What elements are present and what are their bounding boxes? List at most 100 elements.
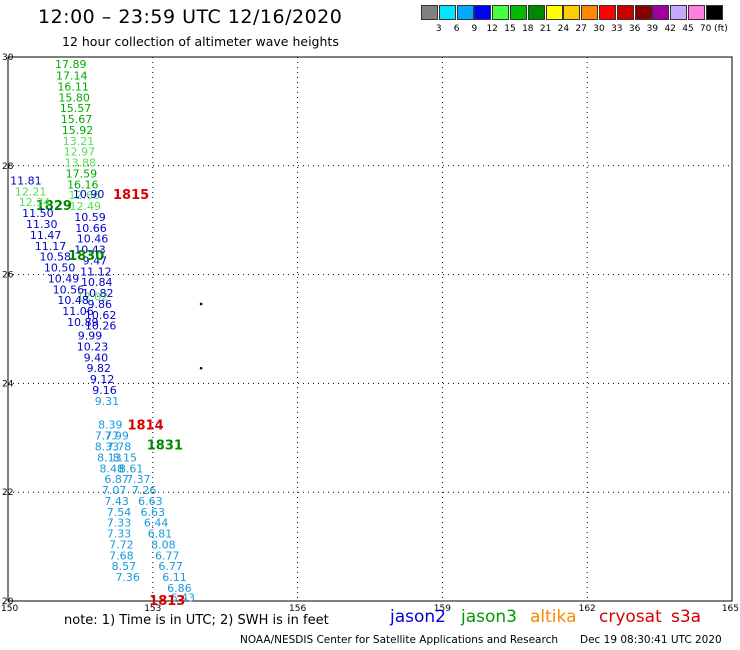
scale-label: 33 [611,24,623,34]
wave-height-value: 11.81 [10,174,42,187]
scale-swatch [670,5,688,20]
scale-swatch [634,5,652,20]
scale-label: 24 [557,24,570,34]
wave-height-value: 7.72 [109,538,134,551]
scale-swatch [421,5,438,20]
x-tick-label: 153 [144,604,161,614]
wave-height-value: 17.89 [55,58,87,71]
wave-height-value: 9.31 [95,395,120,408]
track-1815: 10.9010.5910.6610.4610.439.4711.1210.841… [73,188,149,333]
page-title: 12:00 – 23:59 UTC 12/16/2020 [38,6,343,28]
scale-label: 9 [471,24,478,34]
wave-height-value: 9.47 [83,254,108,267]
wave-height-value: 10.49 [48,272,80,285]
wave-height-value: 10.43 [74,244,106,257]
wave-height-value: 15.67 [61,113,93,126]
wave-height-value: 12.97 [64,146,96,159]
altimeter-tracks: 17.8917.1416.1115.8015.5715.6715.9213.21… [10,58,203,609]
wave-height-value: 8.08 [151,538,176,551]
scale-label: 27 [575,24,587,34]
scale-swatch [492,5,510,20]
scale-swatch [438,5,456,20]
wave-height-value: 6.63 [138,495,163,508]
wave-height-value: 10.58 [40,251,72,264]
scale-swatch [510,5,527,20]
axis-ticks: 150 153 156 159 162 165 30 28 26 24 22 20 [1,53,739,614]
wave-height-value: 13.88 [65,157,97,170]
wave-height-value: 6.44 [144,517,169,530]
wave-height-value: 10.62 [85,309,117,322]
wave-height-value: 8.13 [97,451,122,464]
wave-height-value: 10.82 [82,287,114,300]
scale-label: 21 [539,24,552,34]
scale-label: 45 [682,24,694,34]
legend-jason2: jason2 [390,607,446,627]
x-tick-label: 156 [289,604,306,614]
map-frame [7,56,733,602]
scale-label: 15 [504,24,516,34]
wave-height-value: 12.34 [19,196,51,209]
wave-height-value: 16.16 [67,178,99,191]
scale-swatch [527,5,545,20]
wave-height-value: 12.21 [15,185,47,198]
wave-height-value: 10.66 [75,222,107,235]
y-tick-label: 20 [2,597,14,607]
x-tick-label: 150 [1,604,18,614]
pass-time-label: 1813 [149,594,185,609]
scale-swatch [545,5,563,20]
pass-time-label: 1814 [127,419,163,434]
scale-swatch [688,5,705,20]
legend-altika: altika [530,607,577,627]
wave-height-value: 10.56 [53,283,85,296]
scale-swatch [456,5,474,20]
wave-height-value: 6.81 [148,528,173,541]
wave-height-value: 11.47 [30,229,62,242]
wave-height-value: 10.23 [77,340,109,353]
wave-height-value: 9.86 [87,298,112,311]
y-tick-label: 26 [2,271,14,281]
wave-height-value: 11.06 [62,305,94,318]
wave-height-value: 15.57 [60,102,92,115]
pass-time-label: 1830 [68,249,104,264]
pass-time-label: 1815 [113,188,149,203]
wave-height-value: 7.33 [107,517,132,530]
wave-height-value: 11.30 [26,218,58,231]
scale-label: 6 [453,24,460,34]
wave-height-value: 7.68 [109,549,134,562]
wave-height-value: 17.14 [56,69,88,82]
scale-label: 36 [628,24,641,34]
wave-height-value: 7.37 [126,473,151,486]
units-note: note: 1) Time is in UTC; 2) SWH is in fe… [64,613,329,628]
wave-height-value: 10.89 [67,316,99,329]
wave-height-value: 6.11 [162,571,187,584]
wave-height-value: 8.61 [119,462,144,475]
track-1814: 8.397.997.788.158.617.377.266.636.636.44… [98,419,195,605]
scale-label: 30 [593,24,605,34]
wave-height-value: 17.59 [66,167,98,180]
track-1831: 7.778.338.138.486.877.077.437.547.337.33… [95,430,183,584]
observation-dot [199,366,203,370]
wave-height-value: 15.80 [58,91,90,104]
wave-height-value: 7.77 [95,430,120,443]
wave-height-value: 9.40 [84,351,109,364]
wave-height-value: 6.77 [158,560,183,573]
wave-height-value: 6.43 [170,592,195,605]
generated-timestamp: Dec 19 08:30:41 UTC 2020 [580,634,722,646]
page-subtitle: 12 hour collection of altimeter wave hei… [62,34,339,49]
y-tick-label: 24 [2,379,14,389]
legend-s3a: s3a [671,607,702,627]
wave-height-value: 10.48 [57,294,89,307]
legend-cryosat: cryosat [599,607,662,627]
x-tick-label: 159 [434,604,451,614]
wave-height-value: 7.99 [104,430,129,443]
y-tick-label: 22 [2,488,13,498]
wave-height-value: 10.59 [74,211,106,224]
wave-height-value: 9.12 [90,373,115,386]
track-1813: 1813 [149,594,185,609]
wave-height-value: 12.49 [69,200,101,213]
scale-label: 42 [664,24,676,34]
y-tick-label: 28 [2,162,14,172]
scale-label: 12 [486,24,498,34]
x-tick-label: 165 [722,604,739,614]
